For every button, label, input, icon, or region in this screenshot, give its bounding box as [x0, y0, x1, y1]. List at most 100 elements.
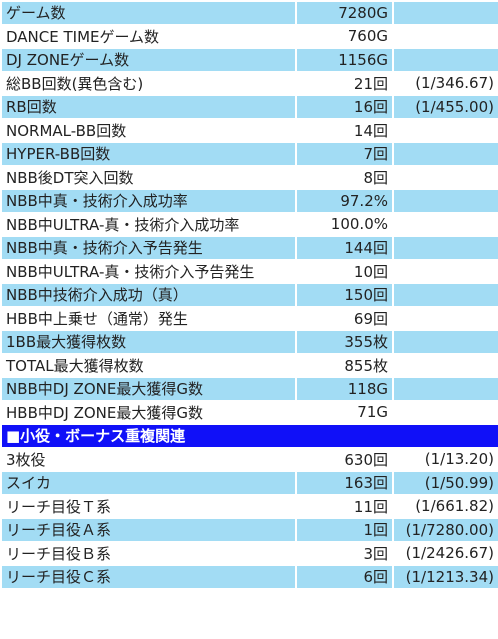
row-label: NBB中ULTRA-真・技術介入予告発生: [0, 258, 297, 284]
stat-row: ゲーム数 7280G: [0, 0, 498, 26]
row-value: 97.2%: [295, 188, 394, 214]
stat-row: HBB中上乗せ（通常）発生 69回: [0, 305, 498, 331]
row-label: 1BB最大獲得枚数: [0, 329, 297, 355]
stat-row: 総BB回数(異色含む) 21回 (1/346.67): [0, 70, 498, 96]
row-label: NBB中DJ ZONE最大獲得G数: [0, 376, 297, 402]
row-value: 10回: [295, 258, 394, 284]
section-title: ■小役・ボーナス重複関連: [0, 423, 498, 449]
row-ratio: [392, 352, 498, 378]
row-ratio: [392, 282, 498, 308]
row-label: スイカ: [0, 470, 297, 496]
row-ratio: (1/2426.67): [392, 540, 498, 566]
row-value: 1回: [295, 517, 394, 543]
row-label: ゲーム数: [0, 0, 297, 26]
stat-row: 3枚役 630回 (1/13.20): [0, 446, 498, 472]
row-value: 6回: [295, 564, 394, 590]
row-ratio: [392, 164, 498, 190]
row-value: 21回: [295, 70, 394, 96]
row-value: 163回: [295, 470, 394, 496]
row-value: 7回: [295, 141, 394, 167]
row-ratio: [392, 305, 498, 331]
row-label: リーチ目役Ｂ系: [0, 540, 297, 566]
row-label: DJ ZONEゲーム数: [0, 47, 297, 73]
row-label: NBB後DT突入回数: [0, 164, 297, 190]
row-label: 総BB回数(異色含む): [0, 70, 297, 96]
stat-row: NBB中真・技術介入成功率 97.2%: [0, 188, 498, 214]
row-label: リーチ目役Ａ系: [0, 517, 297, 543]
row-ratio: [392, 23, 498, 49]
row-label: NBB中真・技術介入成功率: [0, 188, 297, 214]
row-value: 630回: [295, 446, 394, 472]
row-label: TOTAL最大獲得枚数: [0, 352, 297, 378]
row-ratio: [392, 117, 498, 143]
row-ratio: [392, 211, 498, 237]
stats-table: ゲーム数 7280G DANCE TIMEゲーム数 760G DJ ZONEゲーム数 11…: [0, 0, 498, 590]
row-value: 69回: [295, 305, 394, 331]
row-label: NBB中真・技術介入予告発生: [0, 235, 297, 261]
row-ratio: (1/7280.00): [392, 517, 498, 543]
row-label: RB回数: [0, 94, 297, 120]
row-value: 144回: [295, 235, 394, 261]
row-value: 16回: [295, 94, 394, 120]
row-value: 8回: [295, 164, 394, 190]
stat-row: DJ ZONEゲーム数 1156G: [0, 47, 498, 73]
row-label: NORMAL-BB回数: [0, 117, 297, 143]
row-ratio: [392, 376, 498, 402]
stat-row: NBB中ULTRA-真・技術介入成功率 100.0%: [0, 211, 498, 237]
row-value: 3回: [295, 540, 394, 566]
row-ratio: (1/13.20): [392, 446, 498, 472]
stat-row: NORMAL-BB回数 14回: [0, 117, 498, 143]
stat-row: NBB中DJ ZONE最大獲得G数 118G: [0, 376, 498, 402]
row-value: 760G: [295, 23, 394, 49]
row-ratio: [392, 141, 498, 167]
row-ratio: (1/661.82): [392, 493, 498, 519]
row-value: 7280G: [295, 0, 394, 26]
row-value: 71G: [295, 399, 394, 425]
stat-row: リーチ目役Ｔ系 11回 (1/661.82): [0, 493, 498, 519]
row-ratio: [392, 329, 498, 355]
row-ratio: [392, 188, 498, 214]
row-label: DANCE TIMEゲーム数: [0, 23, 297, 49]
row-value: 14回: [295, 117, 394, 143]
row-ratio: [392, 0, 498, 26]
stat-row: リーチ目役Ｂ系 3回 (1/2426.67): [0, 540, 498, 566]
row-label: HYPER-BB回数: [0, 141, 297, 167]
row-label: HBB中DJ ZONE最大獲得G数: [0, 399, 297, 425]
stat-row: NBB後DT突入回数 8回: [0, 164, 498, 190]
row-label: 3枚役: [0, 446, 297, 472]
stat-row: 1BB最大獲得枚数 355枚: [0, 329, 498, 355]
stat-row: HYPER-BB回数 7回: [0, 141, 498, 167]
stat-row: TOTAL最大獲得枚数 855枚: [0, 352, 498, 378]
row-ratio: (1/455.00): [392, 94, 498, 120]
row-value: 118G: [295, 376, 394, 402]
row-ratio: [392, 235, 498, 261]
row-label: HBB中上乗せ（通常）発生: [0, 305, 297, 331]
section-header: ■小役・ボーナス重複関連: [0, 423, 498, 449]
row-value: 100.0%: [295, 211, 394, 237]
stat-row: リーチ目役Ａ系 1回 (1/7280.00): [0, 517, 498, 543]
row-label: NBB中ULTRA-真・技術介入成功率: [0, 211, 297, 237]
table-body: ゲーム数 7280G DANCE TIMEゲーム数 760G DJ ZONEゲーム数 11…: [0, 0, 498, 590]
row-ratio: [392, 47, 498, 73]
row-ratio: [392, 258, 498, 284]
row-label: NBB中技術介入成功（真）: [0, 282, 297, 308]
row-ratio: (1/346.67): [392, 70, 498, 96]
row-value: 1156G: [295, 47, 394, 73]
row-ratio: (1/50.99): [392, 470, 498, 496]
row-ratio: (1/1213.34): [392, 564, 498, 590]
row-value: 150回: [295, 282, 394, 308]
stat-row: NBB中真・技術介入予告発生 144回: [0, 235, 498, 261]
row-value: 355枚: [295, 329, 394, 355]
stat-row: RB回数 16回 (1/455.00): [0, 94, 498, 120]
stat-row: HBB中DJ ZONE最大獲得G数 71G: [0, 399, 498, 425]
row-label: リーチ目役Ｔ系: [0, 493, 297, 519]
stat-row: NBB中ULTRA-真・技術介入予告発生 10回: [0, 258, 498, 284]
row-value: 11回: [295, 493, 394, 519]
row-value: 855枚: [295, 352, 394, 378]
stat-row: DANCE TIMEゲーム数 760G: [0, 23, 498, 49]
stat-row: NBB中技術介入成功（真） 150回: [0, 282, 498, 308]
row-ratio: [392, 399, 498, 425]
stat-row: リーチ目役Ｃ系 6回 (1/1213.34): [0, 564, 498, 590]
stat-row: スイカ 163回 (1/50.99): [0, 470, 498, 496]
